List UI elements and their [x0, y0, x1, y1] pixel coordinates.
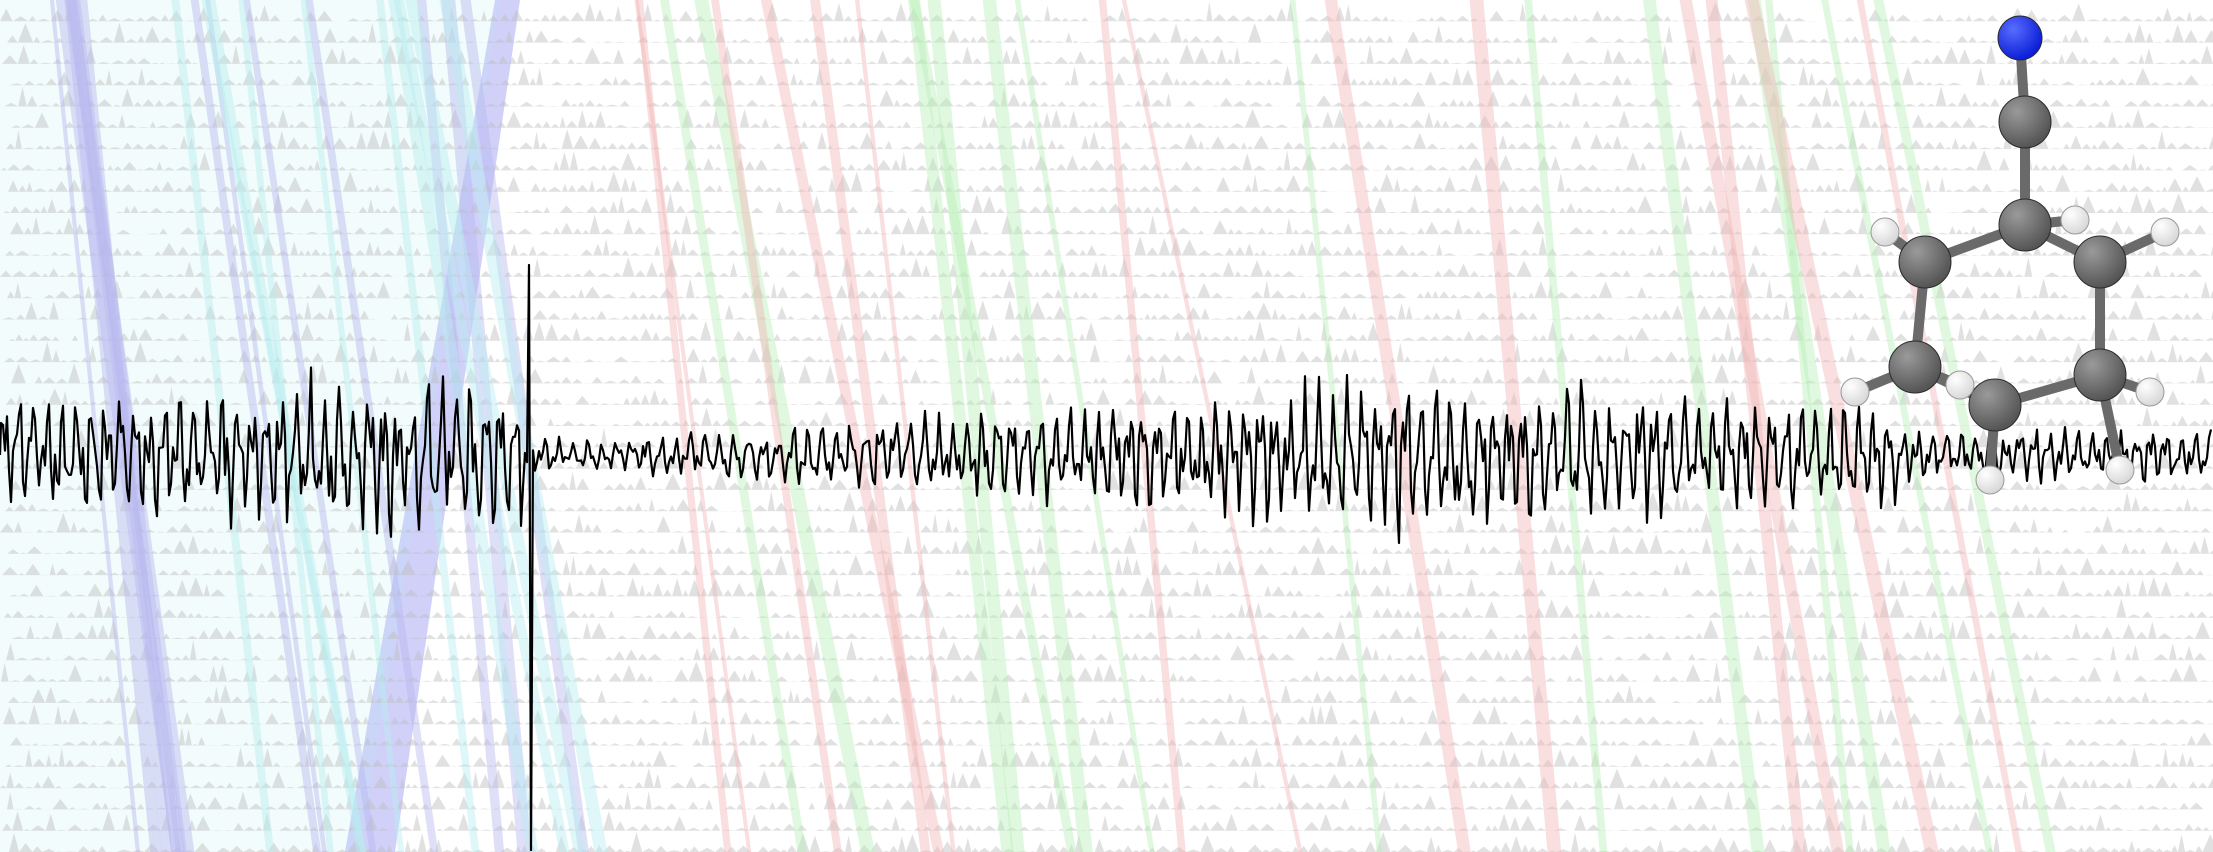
hydrogen-atom — [1840, 377, 1870, 407]
hydrogen-atom — [2105, 455, 2135, 485]
color-streak — [1856, 0, 2023, 852]
spectral-row — [8, 171, 2213, 192]
spectral-row — [10, 725, 2213, 746]
spectral-row — [4, 86, 2213, 107]
color-streak — [460, 0, 589, 852]
color-streak — [1642, 0, 1765, 852]
spectral-row — [11, 107, 2213, 128]
color-streak — [694, 0, 875, 852]
color-streak — [205, 0, 327, 852]
color-streak — [927, 0, 1025, 852]
spectral-row — [3, 448, 2213, 469]
spectral-row — [0, 1, 2213, 22]
color-streak — [1821, 0, 1993, 852]
hydrogen-atom — [2150, 217, 2180, 247]
carbon-atom — [1968, 378, 2022, 432]
carbon-atom — [2073, 235, 2127, 289]
color-streak — [69, 0, 187, 852]
spectral-row — [7, 789, 2213, 810]
spectral-row — [6, 640, 2213, 661]
color-streak — [376, 0, 480, 852]
color-streak — [76, 0, 173, 852]
spectral-row — [0, 512, 2213, 533]
carbon-atom — [1998, 95, 2052, 149]
color-streak — [711, 0, 842, 852]
spectral-row — [8, 683, 2213, 703]
color-streak — [67, 0, 182, 852]
color-streak — [634, 0, 752, 852]
hydrogen-atom — [2060, 205, 2090, 235]
spectral-row — [10, 469, 2213, 490]
color-streak — [635, 0, 732, 852]
hydrogen-atom — [1870, 217, 1900, 247]
spectral-row — [1, 661, 2213, 682]
spectral-row — [7, 278, 2213, 299]
spectral-row — [7, 533, 2213, 554]
color-streak — [1324, 0, 1471, 852]
spectral-row — [9, 320, 2213, 341]
spectral-row — [0, 256, 2213, 277]
spectral-row — [2, 811, 2213, 831]
carbon-atom — [1898, 235, 1952, 289]
spectral-row — [2, 300, 2213, 320]
spectral-row — [10, 214, 2213, 235]
color-streak — [982, 0, 1093, 852]
spectral-row — [0, 768, 2213, 789]
color-streak — [416, 0, 505, 852]
color-streak — [405, 0, 586, 852]
nitrogen-atom — [1997, 15, 2043, 61]
color-streak — [388, 0, 539, 852]
diagonal-band — [345, 0, 520, 852]
color-streak — [1765, 0, 1854, 852]
carbon-atom — [1998, 198, 2052, 252]
color-streak — [1469, 0, 1562, 852]
color-streak — [205, 0, 367, 852]
color-streak — [49, 0, 141, 852]
hydrogen-atom — [2135, 377, 2165, 407]
spectral-row — [3, 704, 2213, 725]
spectral-row — [9, 65, 2213, 86]
color-streak — [909, 0, 1077, 852]
color-streak — [393, 0, 570, 852]
spectral-row — [6, 385, 2213, 405]
color-streak — [1747, 0, 1891, 852]
spectral-row — [4, 597, 2213, 618]
spectral-row — [11, 619, 2213, 639]
spectral-row — [2, 554, 2213, 576]
spectral-row — [7, 22, 2213, 43]
color-streak — [854, 0, 956, 852]
color-streak — [1679, 0, 1845, 852]
carbon-atom — [2073, 348, 2127, 402]
spectral-row — [9, 576, 2213, 597]
color-streak — [439, 0, 608, 852]
carbon-atom — [1888, 340, 1942, 394]
color-streak — [760, 0, 944, 852]
color-streak — [1873, 0, 2056, 852]
color-streak — [65, 0, 195, 852]
color-streak — [1289, 0, 1383, 852]
color-streak — [1121, 0, 1303, 852]
hydrogen-atom — [1945, 370, 1975, 400]
fid-trace — [0, 263, 2213, 852]
spectral-row — [5, 235, 2213, 256]
color-streak — [660, 0, 807, 852]
color-streak — [238, 0, 334, 852]
spectral-row — [2, 43, 2213, 64]
color-streak — [908, 0, 1014, 852]
hydrogen-atom — [1975, 465, 2005, 495]
color-streak — [64, 0, 162, 852]
spectral-row — [9, 831, 2213, 852]
color-streak — [810, 0, 931, 852]
